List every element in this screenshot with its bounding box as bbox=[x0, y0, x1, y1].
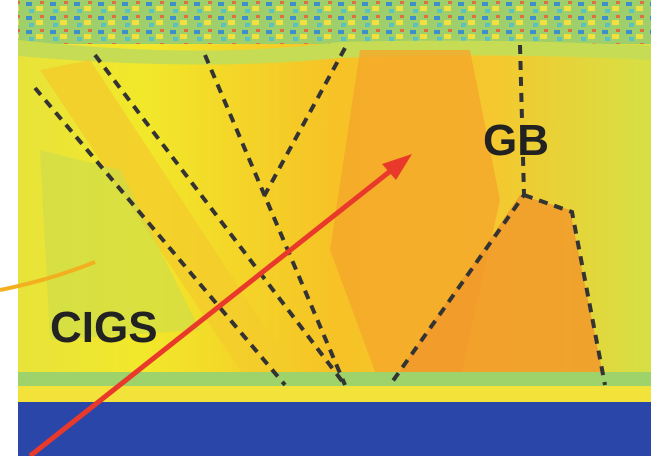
map-image: GB CIGS bbox=[0, 0, 651, 456]
substrate bbox=[18, 402, 651, 456]
label-gb: GB bbox=[483, 116, 549, 165]
interface-band bbox=[18, 372, 651, 386]
map: GB CIGS bbox=[0, 0, 651, 456]
top-band bbox=[18, 0, 651, 44]
label-cigs: CIGS bbox=[50, 303, 158, 352]
